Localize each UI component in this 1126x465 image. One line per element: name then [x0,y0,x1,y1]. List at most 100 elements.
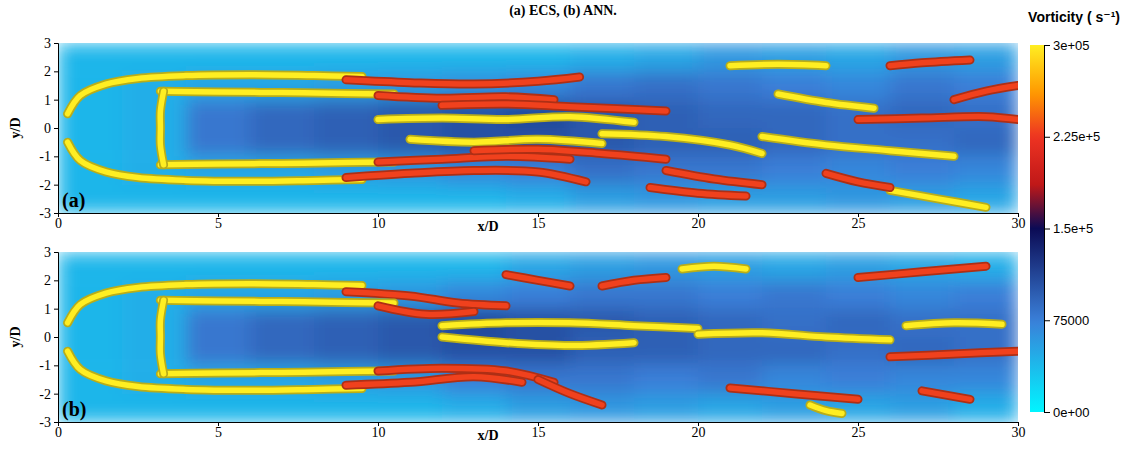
cell [250,337,315,366]
cell [570,185,635,213]
x-tick: 25 [852,213,866,231]
colorbar: 3e+052.25e+51.5e+5750000e+00Vorticity ( … [1028,9,1120,420]
streak-outline [160,91,394,94]
y-tick-label: 0 [44,330,51,345]
streak [954,86,1018,100]
y-tick: -3 [39,415,58,430]
streak [890,351,1018,357]
streak-outline [378,306,474,315]
y-tick-label: 2 [44,273,51,288]
y-tick-label: -1 [39,149,51,164]
streak [826,173,890,187]
streak [378,95,554,99]
field [58,252,1018,422]
cell [634,337,699,366]
cell [122,309,187,338]
streak-outline [442,337,634,346]
y-tick-mark [54,43,58,44]
streak [442,104,666,111]
streak-outline [666,171,762,185]
colorbar-ramp [1030,45,1044,412]
cell [506,43,571,72]
streak-outline [378,117,634,123]
x-tick: 15 [532,213,546,231]
streak [160,91,394,94]
y-tick: -2 [39,387,58,402]
y-tick: -3 [39,206,58,221]
streak-outline [160,162,394,165]
cell [890,156,955,185]
cell [378,337,443,366]
streak-outline [506,275,570,286]
cell [762,337,827,366]
x-tick-label: 0 [55,216,62,231]
y-axis-title: y/D [8,327,23,348]
cell [122,100,187,129]
streak [378,156,570,162]
y-tick-label: 3 [44,245,51,260]
cell [762,252,827,281]
y-tick: -1 [39,149,58,164]
cell [570,252,635,281]
streaks [68,266,1018,413]
cell [570,43,635,72]
cell [442,185,507,213]
streak-outline [474,149,666,159]
cell [890,280,955,309]
cell [634,43,699,72]
cell [250,394,315,422]
cell [698,280,763,309]
cell [826,365,891,394]
y-tick: 1 [44,302,58,317]
streak-outline [730,64,826,65]
streak-outline [346,77,580,84]
y-tick-label: 3 [44,36,51,51]
streak [378,368,554,382]
panel: 051015202530-3-2-10123x/Dy/D(b) [8,245,1026,443]
x-tick: 10 [372,422,386,440]
figure: (a) ECS, (b) ANN.051015202530-3-2-10123x… [0,0,1126,465]
cell [954,365,1018,394]
x-tick-label: 15 [532,425,546,440]
x-tick-label: 25 [852,216,866,231]
y-tick-mark [54,71,58,72]
streak-outline [442,322,698,328]
streak [666,171,762,185]
x-tick: 5 [215,213,222,231]
streak [602,134,762,154]
cell [634,280,699,309]
streak [378,117,634,123]
x-tick-label: 15 [532,216,546,231]
y-tick-label: -3 [39,206,51,221]
streak [762,137,954,157]
streak-outline [890,351,1018,357]
streaks [68,60,1018,207]
streak [378,306,474,315]
plot-area [58,252,1018,422]
cell [186,43,251,72]
streak-outline [160,371,394,374]
streak [730,388,858,399]
cell [186,185,251,213]
y-tick-label: -3 [39,415,51,430]
streak [890,190,986,207]
streak-outline [378,368,554,382]
streak-outline [378,156,570,162]
y-tick-label: 2 [44,64,51,79]
x-axis-title: x/D [478,428,499,443]
streak-outline [858,117,1018,120]
cell [314,185,379,213]
x-tick: 15 [532,422,546,440]
streak [506,275,570,286]
colorbar-tick-label: 0e+00 [1053,405,1090,420]
streak-outline [762,137,954,157]
streak [810,405,842,414]
streak-outline [906,323,1002,326]
cell [250,100,315,129]
cell [58,252,123,281]
colorbar-tick-mark [1044,229,1050,230]
panel-label: (a) [62,189,85,212]
y-tick-mark [54,280,58,281]
streak-outline [160,300,163,374]
cell [378,185,443,213]
